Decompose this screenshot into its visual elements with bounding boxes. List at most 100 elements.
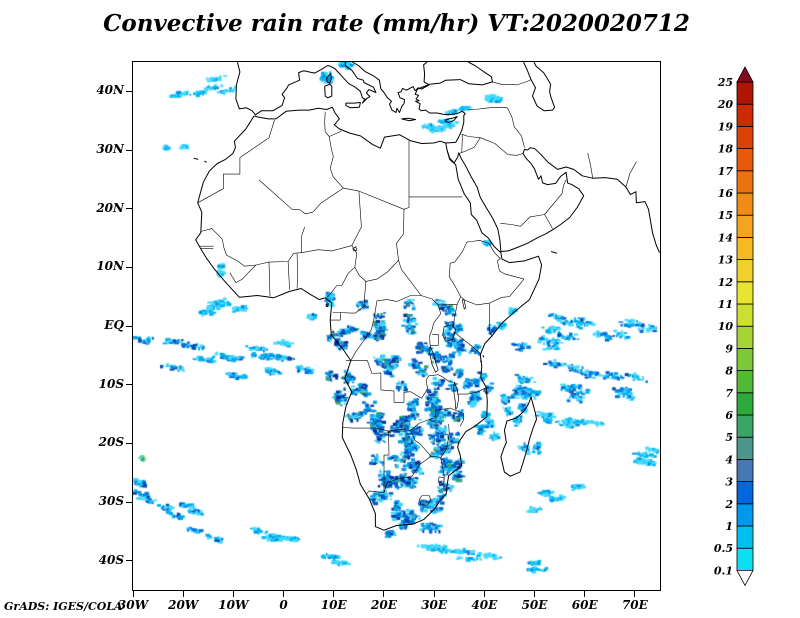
- coastline: [235, 62, 377, 116]
- country-border: [440, 423, 450, 458]
- basemap-coastlines: [193, 62, 660, 531]
- lake-outline: [429, 345, 439, 373]
- country-border: [438, 296, 461, 306]
- colorbar-label: 18: [718, 143, 734, 156]
- country-border: [332, 281, 367, 314]
- colorbar-interval: [736, 436, 754, 460]
- x-axis-label: 30E: [421, 598, 448, 612]
- y-axis-label: EQ: [104, 318, 124, 332]
- colorbar-interval: [736, 236, 754, 260]
- country-border: [301, 245, 352, 253]
- y-axis-label: 10N: [96, 259, 124, 274]
- y-axis-tick: [126, 208, 132, 210]
- colorbar-interval: [736, 347, 754, 371]
- x-axis-label: 40E: [471, 598, 498, 612]
- x-axis-label: 10E: [320, 598, 347, 612]
- country-border: [437, 476, 445, 486]
- country-border: [383, 455, 432, 493]
- y-axis-label: 40N: [96, 83, 124, 98]
- grads-credit: GrADS: IGES/COLA: [4, 600, 123, 613]
- colorbar-interval: [736, 192, 754, 216]
- coastline: [401, 117, 417, 122]
- colorbar-interval: [736, 503, 754, 527]
- colorbar-interval: [736, 525, 754, 549]
- coastline: [324, 83, 333, 99]
- country-border: [330, 312, 341, 321]
- country-border: [456, 410, 464, 427]
- country-border: [350, 300, 378, 361]
- x-axis-label: 20E: [371, 598, 397, 612]
- colorbar-label: 4: [725, 453, 733, 466]
- colorbar-label: 16: [718, 187, 734, 200]
- coastline: [550, 251, 558, 254]
- y-axis-tick: [126, 384, 132, 386]
- colorbar-label: 15: [718, 209, 733, 222]
- country-border: [418, 495, 432, 506]
- colorbar-label: 3: [725, 476, 733, 489]
- colorbar-label: 25: [717, 76, 733, 89]
- y-axis-tick: [126, 90, 132, 92]
- y-axis-tick: [126, 501, 132, 503]
- colorbar-interval: [736, 148, 754, 172]
- y-axis-tick: [126, 325, 132, 327]
- coastline: [479, 360, 483, 363]
- country-border: [366, 430, 390, 495]
- colorbar-label: 12: [718, 276, 734, 289]
- country-border: [359, 260, 399, 282]
- y-axis-label: 20S: [98, 435, 124, 450]
- y-axis-label: 30N: [96, 142, 124, 156]
- colorbar-interval: [736, 414, 754, 438]
- x-axis-label: 10W: [218, 598, 249, 612]
- country-border: [403, 374, 439, 403]
- x-axis-tick: [182, 591, 184, 597]
- x-axis-tick: [483, 591, 485, 597]
- country-border: [301, 226, 305, 253]
- x-axis-tick: [433, 591, 435, 597]
- colorbar-label: 7: [725, 387, 733, 400]
- country-border: [507, 107, 525, 148]
- country-border: [410, 407, 457, 431]
- lake-outline: [461, 298, 467, 310]
- country-border: [480, 137, 524, 156]
- coastline: [352, 62, 430, 113]
- country-border: [467, 106, 508, 111]
- country-border: [489, 258, 525, 304]
- y-axis-label: 40S: [98, 552, 124, 567]
- country-border: [466, 240, 501, 259]
- colorbar-interval: [736, 214, 754, 238]
- y-axis-label: 20N: [96, 200, 124, 215]
- country-border: [625, 161, 637, 188]
- coastline: [523, 62, 556, 112]
- x-axis-tick: [634, 591, 636, 597]
- country-border: [396, 209, 422, 296]
- country-border: [457, 387, 487, 395]
- colorbar-below-min-arrow: [736, 569, 754, 587]
- coastline: [326, 73, 332, 84]
- lake-outline: [352, 246, 358, 252]
- country-border: [453, 304, 458, 327]
- y-axis-tick: [126, 442, 132, 444]
- figure-title: Convective rain rate (mm/hr) VT:20200207…: [103, 10, 690, 37]
- colorbar-interval: [736, 126, 754, 150]
- x-axis-tick: [584, 591, 586, 597]
- colorbar-label: 6: [725, 409, 733, 422]
- colorbar-label: 14: [718, 231, 733, 244]
- colorbar-interval: [736, 481, 754, 505]
- country-border: [459, 133, 481, 154]
- country-border: [351, 191, 362, 276]
- x-axis-label: 30W: [117, 598, 149, 612]
- coastline: [445, 116, 458, 123]
- country-border: [448, 241, 468, 297]
- x-axis-label: 50E: [521, 598, 548, 612]
- country-border: [268, 262, 271, 297]
- country-border: [342, 427, 411, 432]
- coastline: [204, 160, 208, 163]
- country-border: [343, 187, 410, 210]
- country-border: [544, 179, 567, 215]
- coastline: [345, 102, 361, 109]
- x-axis-tick: [383, 591, 385, 597]
- rain-rate-shading: [133, 62, 660, 590]
- coastline: [500, 396, 537, 477]
- colorbar-interval: [736, 370, 754, 394]
